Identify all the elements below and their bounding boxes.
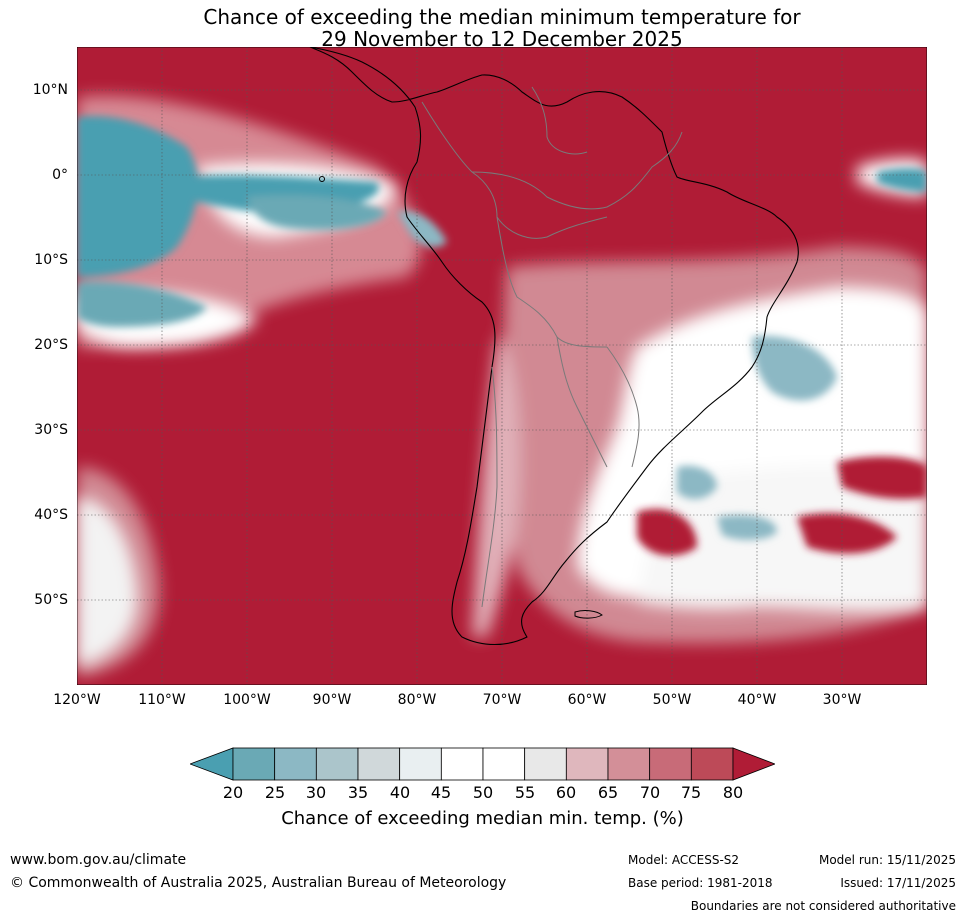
colorbar-title: Chance of exceeding median min. temp. (%… xyxy=(281,808,684,829)
teal-zones xyxy=(77,116,927,540)
colorbar-bin xyxy=(482,747,526,781)
colorbar-under-arrow xyxy=(190,747,234,781)
issued-text: Issued: 17/11/2025 xyxy=(840,876,956,890)
colorbar-label-70: 70 xyxy=(639,783,661,802)
model-run-text: Model run: 15/11/2025 xyxy=(818,853,956,867)
lat-label-10s: 10°S xyxy=(34,252,68,268)
colorbar-label-75: 75 xyxy=(680,783,702,802)
colorbar-bin xyxy=(399,747,442,781)
lon-label-50w: 50°W xyxy=(652,692,692,708)
chart-title-line1: Chance of exceeding the median minimum t… xyxy=(203,5,801,29)
lat-label-50s: 50°S xyxy=(34,592,68,608)
chart-title-line2: 29 November to 12 December 2025 xyxy=(321,27,683,51)
lon-label-40w: 40°W xyxy=(737,692,777,708)
colorbar-bin xyxy=(565,747,609,781)
galapagos-islands xyxy=(319,176,325,182)
colorbar-bin xyxy=(274,747,317,781)
colorbar-label-65: 65 xyxy=(597,783,619,802)
south-america-coastline xyxy=(309,47,799,645)
colorbar-label-60: 60 xyxy=(555,783,577,802)
colorbar-bin xyxy=(524,747,567,781)
colorbar-bin xyxy=(315,747,359,781)
colorbar-label-20: 20 xyxy=(222,783,244,802)
lon-label-120w: 120°W xyxy=(53,692,101,708)
colorbar-bin xyxy=(440,747,484,781)
colorbar-bin xyxy=(649,747,692,781)
lon-label-80w: 80°W xyxy=(397,692,437,708)
disclaimer-text: Boundaries are not considered authoritat… xyxy=(690,899,956,913)
lat-label-30s: 30°S xyxy=(34,422,68,438)
falkland-islands xyxy=(574,610,603,619)
colorbar-label-25: 25 xyxy=(264,783,286,802)
colorbar-label-45: 45 xyxy=(430,783,452,802)
lon-label-110w: 110°W xyxy=(138,692,186,708)
colorbar-label-80: 80 xyxy=(722,783,744,802)
colorbar-label-30: 30 xyxy=(305,783,327,802)
dark-red-patches xyxy=(637,456,927,556)
copyright-text: © Commonwealth of Australia 2025, Austra… xyxy=(10,875,507,891)
lon-label-70w: 70°W xyxy=(482,692,522,708)
colorbar-bin xyxy=(607,747,651,781)
lat-label-0: 0° xyxy=(52,167,68,183)
lon-label-30w: 30°W xyxy=(822,692,862,708)
base-period-text: Base period: 1981-2018 xyxy=(628,876,773,890)
graticule xyxy=(77,47,927,685)
colorbar xyxy=(190,747,775,781)
colorbar-label-50: 50 xyxy=(472,783,494,802)
probability-map xyxy=(77,47,927,685)
colorbar-bin xyxy=(232,747,276,781)
model-text: Model: ACCESS-S2 xyxy=(628,853,740,867)
lat-label-10n: 10°N xyxy=(32,82,68,98)
colorbar-label-35: 35 xyxy=(347,783,369,802)
lat-label-20s: 20°S xyxy=(34,337,68,353)
website-text: www.bom.gov.au/climate xyxy=(10,852,187,868)
colorbar-label-40: 40 xyxy=(389,783,411,802)
country-borders xyxy=(421,86,683,608)
colorbar-bin xyxy=(690,747,734,781)
lon-label-90w: 90°W xyxy=(312,692,352,708)
colorbar-bin xyxy=(357,747,401,781)
colorbar-label-55: 55 xyxy=(514,783,536,802)
lon-label-100w: 100°W xyxy=(223,692,271,708)
lat-label-40s: 40°S xyxy=(34,507,68,523)
lon-label-60w: 60°W xyxy=(567,692,607,708)
colorbar-over-arrow xyxy=(732,747,775,781)
